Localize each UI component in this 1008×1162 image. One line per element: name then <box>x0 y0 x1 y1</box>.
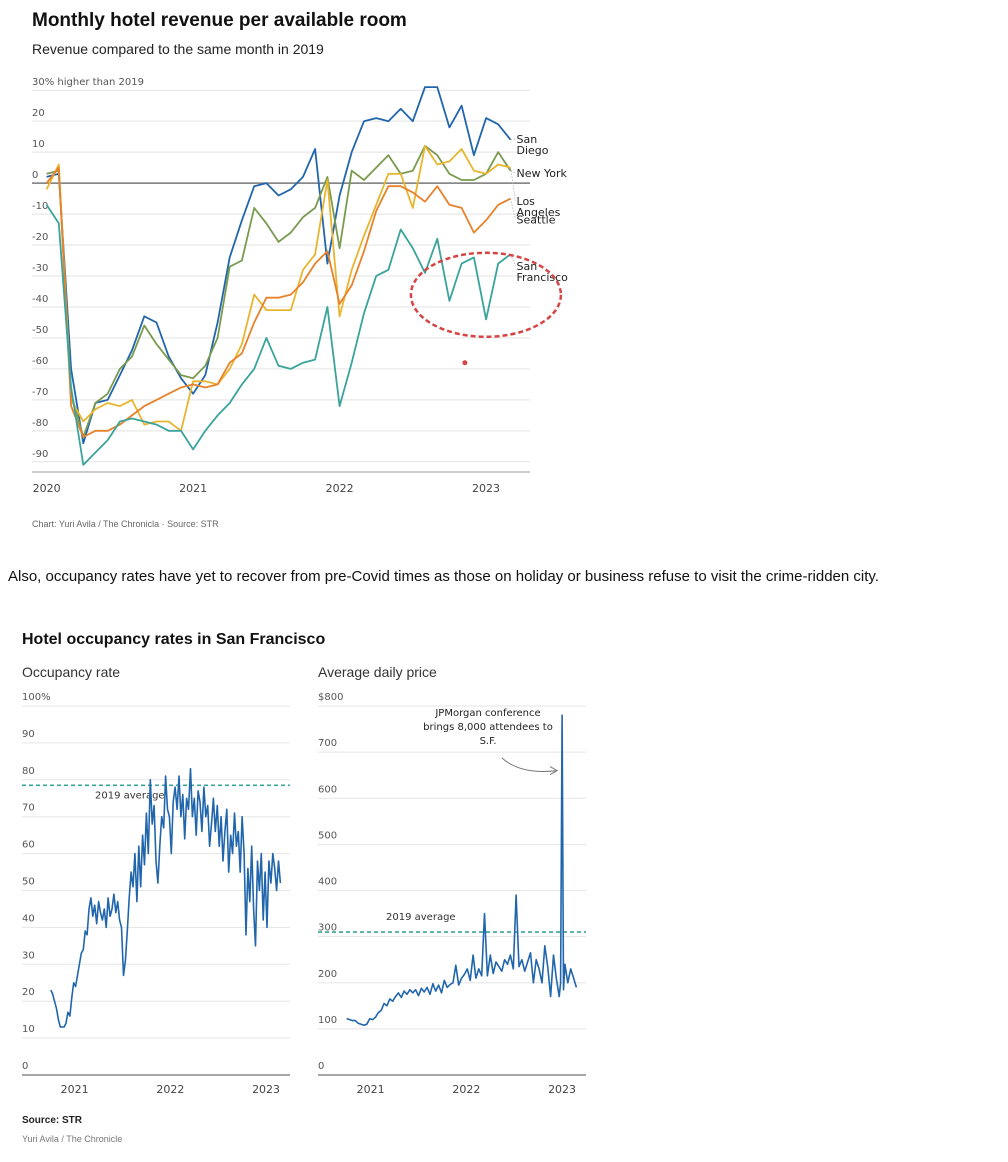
chart2-credit: Yuri Avila / The Chronicle <box>22 1134 123 1144</box>
y-tick-label: -20 <box>32 232 48 243</box>
label-leader <box>510 254 516 266</box>
occupancy-panel-title: Occupancy rate <box>22 664 121 680</box>
series-line-san-diego <box>46 86 512 445</box>
y-tick-label: 600 <box>318 784 337 795</box>
price-panel-title: Average daily price <box>318 664 437 680</box>
highlight-circle <box>409 251 563 339</box>
reference-line-label: 2019 average <box>386 912 456 923</box>
y-tick-label: -80 <box>32 418 48 429</box>
chart2-source: Source: STR <box>22 1115 83 1126</box>
annotation-text: brings 8,000 attendees to <box>423 722 553 733</box>
series-line-los-angeles <box>45 145 511 432</box>
x-tick-label: 2023 <box>548 1083 576 1096</box>
y-tick-label: -70 <box>32 387 48 398</box>
y-tick-label: $800 <box>318 692 343 703</box>
annotation-arrowhead <box>549 766 559 776</box>
chart1-title: Monthly hotel revenue per available room <box>32 10 407 31</box>
y-tick-label: 50 <box>22 877 35 888</box>
y-tick-label: -30 <box>32 263 48 274</box>
price-chart: 0 100 200 300 400 500 600 700 $800 2021 2022 2023 20… <box>318 692 586 1096</box>
label-leader <box>510 138 516 141</box>
series-label-new-york: New York <box>517 167 568 180</box>
x-tick-label: 2020 <box>33 482 61 495</box>
chart2-title: Hotel occupancy rates in San Francisco <box>22 631 326 648</box>
y-tick-label: 300 <box>318 923 337 934</box>
article-paragraph: Also, occupancy rates have yet to recove… <box>8 568 879 585</box>
series-label-san-francisco: Francisco <box>517 271 569 284</box>
y-tick-label: 10 <box>32 139 45 150</box>
series-line-new-york <box>46 145 512 438</box>
y-tick-label: 60 <box>22 840 35 851</box>
series-line-san-francisco <box>45 204 512 466</box>
chart1-credit: Chart: Yuri Avila / The Chronicla · Sour… <box>32 519 219 529</box>
y-tick-label: 20 <box>22 987 35 998</box>
series-line-san-francisco-occupancy <box>49 767 282 1028</box>
highlight-dot <box>462 360 468 366</box>
label-leader <box>510 167 516 201</box>
y-tick-label: 10 <box>22 1024 35 1035</box>
occupancy-chart: 0 10 20 30 40 50 60 70 80 90 100% 2021 2022 2023 2019 … <box>22 692 290 1096</box>
y-tick-label: 700 <box>318 738 337 749</box>
x-tick-label: 2021 <box>179 482 207 495</box>
revenue-chart: 30% higher than 2019 20 10 0 -10 -20 -30 -40 -50… <box>32 77 569 495</box>
reference-line-label: 2019 average <box>95 790 165 801</box>
x-tick-label: 2021 <box>357 1083 385 1096</box>
y-tick-label: 70 <box>22 803 35 814</box>
y-tick-label: -40 <box>32 294 48 305</box>
y-tick-label: 200 <box>318 969 337 980</box>
y-tick-label: 90 <box>22 729 35 740</box>
y-tick-label: 30% higher than 2019 <box>32 77 144 88</box>
series-label-san-francisco: San <box>517 260 538 273</box>
series-label-los-angeles: Angeles <box>517 206 561 219</box>
y-tick-label: 500 <box>318 830 337 841</box>
x-tick-label: 2022 <box>156 1083 184 1096</box>
y-tick-label: 0 <box>22 1061 28 1072</box>
y-tick-label: 400 <box>318 877 337 888</box>
x-tick-label: 2021 <box>61 1083 89 1096</box>
x-tick-label: 2023 <box>472 482 500 495</box>
y-tick-label: 20 <box>32 108 45 119</box>
annotation-arrow <box>501 757 558 772</box>
y-tick-label: 80 <box>22 766 35 777</box>
series-label-seattle: Seattle <box>517 213 556 226</box>
label-leader <box>510 198 516 220</box>
y-tick-label: 30 <box>22 950 35 961</box>
x-tick-label: 2023 <box>252 1083 280 1096</box>
y-tick-label: -10 <box>32 201 48 212</box>
y-tick-label: -60 <box>32 356 48 367</box>
series-label-san-diego: Diego <box>517 144 549 157</box>
y-tick-label: 40 <box>22 913 35 924</box>
y-tick-label: 100 <box>318 1015 337 1026</box>
x-tick-label: 2022 <box>452 1083 480 1096</box>
series-label-los-angeles: Los <box>517 195 536 208</box>
series-label-san-diego: San <box>517 133 538 146</box>
series-line-seattle <box>45 166 511 438</box>
y-tick-label: 0 <box>318 1061 324 1072</box>
y-tick-label: -90 <box>32 449 48 460</box>
y-tick-label: -50 <box>32 325 48 336</box>
x-tick-label: 2022 <box>326 482 354 495</box>
y-tick-label: 100% <box>22 692 51 703</box>
y-tick-label: 0 <box>32 170 38 181</box>
annotation-text: JPMorgan conference <box>434 708 540 719</box>
series-line-san-francisco-average-daily-price <box>346 714 578 1026</box>
chart1-subtitle: Revenue compared to the same month in 20… <box>32 41 324 57</box>
annotation-text: S.F. <box>480 736 497 747</box>
